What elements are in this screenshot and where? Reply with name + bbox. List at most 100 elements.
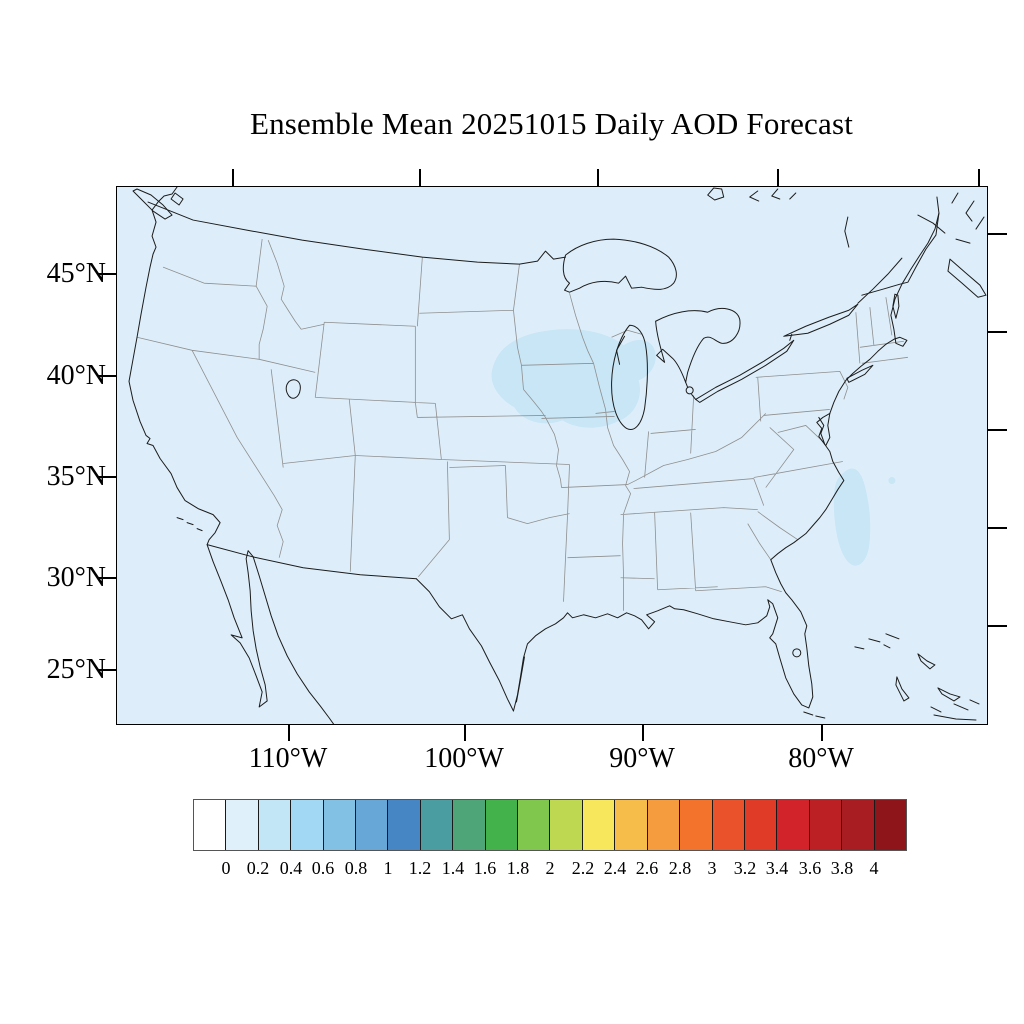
long-island (846, 364, 874, 383)
great-salt-lake (285, 379, 301, 399)
lon-label-90w: 90°W (609, 743, 675, 774)
colorbar-tick-label: 3.2 (733, 858, 757, 878)
colorbar-tick-label: 2.6 (635, 858, 659, 878)
colorbar-box (419, 800, 453, 850)
pacific-coast-and-mexico-border (128, 187, 417, 580)
colorbar-tick-label: 2 (545, 858, 555, 878)
colorbar-tick-label: 0 (221, 858, 231, 878)
colorbar-box (387, 800, 420, 850)
colorbar-box (517, 800, 550, 850)
right-tick-2 (988, 331, 1007, 333)
lake-ontario (783, 303, 859, 337)
lat-label-35n: 35°N (46, 461, 106, 492)
baja-and-mexico-coast (206, 544, 335, 724)
florida-keys (803, 711, 826, 719)
top-tick-2 (419, 169, 421, 186)
colorbar-box (194, 800, 226, 850)
lon-label-80w: 80°W (788, 743, 854, 774)
detroit-niagara-connectors (685, 333, 793, 400)
lat-label-45n: 45°N (46, 258, 106, 289)
top-tick-5 (978, 169, 980, 186)
rio-grande-border (415, 578, 514, 712)
aod-colorbar (193, 799, 907, 851)
coastline-paths (128, 187, 987, 724)
lake-nipigon-and-islands (707, 187, 797, 202)
colorbar-box (679, 800, 712, 850)
canada-border-west (147, 201, 567, 265)
colorbar-tick-label: 2.4 (603, 858, 627, 878)
colorbar-box (743, 800, 777, 850)
colorbar-box (257, 800, 291, 850)
colorbar-tick-label: 1 (383, 858, 393, 878)
state-borders (136, 239, 908, 611)
right-tick-4 (988, 527, 1007, 529)
colorbar-box (355, 800, 388, 850)
lat-label-30n: 30°N (46, 562, 106, 593)
colorbar-tick-label: 0.2 (246, 858, 270, 878)
bahamas-cuba (854, 633, 980, 721)
right-tick-3 (988, 429, 1007, 431)
lake-michigan (611, 324, 648, 430)
chesapeake-delmarva-detail (818, 412, 831, 446)
right-tick-1 (988, 233, 1007, 235)
colorbar-box (841, 800, 874, 850)
lat-tick-45n (97, 273, 116, 275)
colorbar-box (452, 800, 485, 850)
lake-erie (695, 339, 795, 403)
lake-st-clair (685, 386, 694, 395)
lake-okeechobee (792, 648, 802, 658)
colorbar-box (646, 800, 680, 850)
top-tick-1 (232, 169, 234, 186)
lat-tick-35n (97, 476, 116, 478)
canada-border-east (844, 212, 940, 296)
colorbar-tick-label: 0.6 (311, 858, 335, 878)
top-tick-3 (597, 169, 599, 186)
colorbar-tick-label: 1.8 (506, 858, 530, 878)
lat-label-25n: 25°N (46, 654, 106, 685)
lon-tick-110w (288, 724, 290, 741)
colorbar-box (581, 800, 615, 850)
canada-maritimes-coast (917, 192, 987, 298)
lat-tick-40n (97, 375, 116, 377)
lon-tick-90w (642, 724, 644, 741)
colorbar-box (484, 800, 518, 850)
lat-label-40n: 40°N (46, 360, 106, 391)
colorbar-tick-label: 0.4 (279, 858, 303, 878)
channel-islands (176, 517, 203, 532)
lon-tick-80w (821, 724, 823, 741)
padre-island (515, 656, 525, 703)
colorbar-box (711, 800, 744, 850)
lon-label-100w: 100°W (424, 743, 504, 774)
colorbar-tick-label: 2.8 (668, 858, 692, 878)
colorbar-tick-label: 3 (707, 858, 717, 878)
right-tick-5 (988, 625, 1007, 627)
colorbar-box (776, 800, 809, 850)
colorbar-tick-label: 0.8 (344, 858, 368, 878)
green-bay (616, 335, 626, 365)
lake-huron (655, 307, 741, 383)
top-tick-4 (777, 169, 779, 186)
colorbar-box (873, 800, 906, 850)
lat-tick-25n (97, 669, 116, 671)
us-map-svg (128, 187, 987, 724)
colorbar-tick-label: 3.4 (765, 858, 789, 878)
gulf-atlantic-coast (512, 196, 940, 712)
colorbar-tick-label: 3.6 (798, 858, 822, 878)
colorbar-tick-label: 1.4 (441, 858, 465, 878)
lon-tick-100w (464, 724, 466, 741)
lat-tick-30n (97, 577, 116, 579)
plot-title: Ensemble Mean 20251015 Daily AOD Forecas… (249, 106, 854, 141)
colorbar-box (808, 800, 842, 850)
lake-superior (562, 238, 677, 293)
colorbar-tick-label: 3.8 (830, 858, 854, 878)
conus-map-panel (116, 186, 988, 725)
colorbar-box (614, 800, 647, 850)
colorbar-box (290, 800, 323, 850)
lake-champlain (892, 293, 900, 319)
colorbar-tick-label: 1.6 (473, 858, 497, 878)
colorbar-box (322, 800, 356, 850)
aod-patch-midwest (491, 329, 656, 428)
lon-label-110w: 110°W (248, 743, 328, 774)
colorbar-box (225, 800, 258, 850)
